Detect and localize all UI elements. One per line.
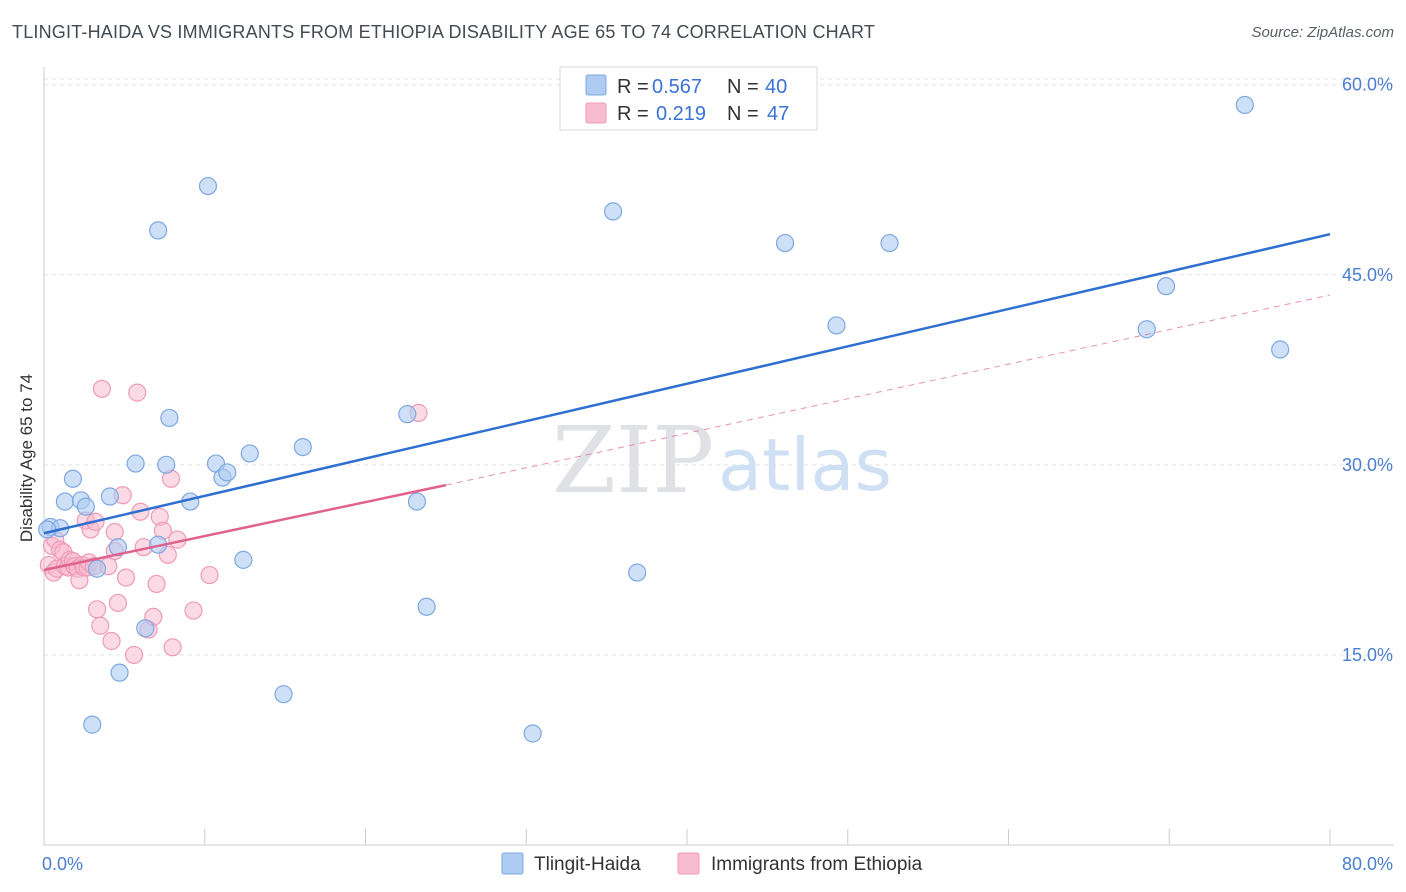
data-point-tlingit-haida (149, 221, 168, 240)
y-tick-label: 30.0% (1342, 455, 1393, 475)
chart-title: TLINGIT-HAIDA VS IMMIGRANTS FROM ETHIOPI… (12, 22, 876, 42)
data-point-immigrants-from-ethiopia (87, 600, 107, 619)
data-point-immigrants-from-ethiopia (116, 568, 136, 587)
series-legend-swatch-immigrants-from-ethiopia[interactable] (677, 852, 700, 875)
y-tick-label: 15.0% (1342, 645, 1393, 665)
y-tick-label: 45.0% (1342, 265, 1393, 285)
data-point-tlingit-haida (110, 663, 129, 682)
legend-r-label: R = (617, 76, 649, 98)
data-point-immigrants-from-ethiopia (102, 631, 121, 651)
data-point-tlingit-haida (628, 563, 647, 582)
data-point-tlingit-haida (398, 405, 417, 424)
data-point-immigrants-from-ethiopia (200, 565, 219, 585)
source-credit: Source: ZipAtlas.com (1251, 24, 1394, 41)
data-point-tlingit-haida (1137, 320, 1156, 339)
series-legend-label-immigrants-from-ethiopia[interactable]: Immigrants from Ethiopia (711, 854, 923, 875)
x-axis-ticks (43, 829, 1331, 845)
series-tlingit-haida (38, 95, 1290, 743)
data-point-immigrants-from-ethiopia (128, 383, 147, 402)
data-point-tlingit-haida (108, 538, 128, 557)
legend-n-label: N = (727, 103, 759, 125)
data-point-tlingit-haida (523, 724, 542, 743)
data-point-tlingit-haida (274, 685, 293, 704)
data-point-tlingit-haida (880, 233, 899, 253)
data-point-tlingit-haida (417, 597, 436, 616)
watermark-atlas: atlas (718, 423, 892, 507)
data-point-tlingit-haida (76, 497, 95, 516)
data-point-tlingit-haida (240, 444, 259, 463)
data-point-tlingit-haida (1271, 340, 1290, 359)
data-point-tlingit-haida (87, 559, 107, 578)
series-legend-label-tlingit-haida[interactable]: Tlingit-Haida (534, 854, 641, 875)
legend-r-value: 0.567 (652, 76, 702, 98)
legend-swatch-tlingit-haida (585, 74, 607, 96)
data-point-immigrants-from-ethiopia (91, 616, 110, 635)
data-point-immigrants-from-ethiopia (105, 522, 124, 542)
trend-line-tlingit-haida (43, 232, 1331, 535)
data-point-tlingit-haida (1235, 95, 1254, 115)
data-point-immigrants-from-ethiopia (184, 601, 203, 620)
data-point-tlingit-haida (198, 176, 218, 196)
watermark-zip: ZIP (552, 407, 714, 514)
data-point-tlingit-haida (126, 454, 145, 473)
data-point-tlingit-haida (407, 492, 427, 511)
data-point-tlingit-haida (157, 455, 176, 474)
data-point-tlingit-haida (234, 550, 253, 569)
data-point-immigrants-from-ethiopia (108, 593, 128, 613)
correlation-legend: R = 0.567 N = 40 R = 0.219 N = 47 (559, 66, 818, 131)
gridlines (44, 78, 1394, 656)
data-point-tlingit-haida (603, 202, 623, 221)
data-point-tlingit-haida (827, 316, 846, 335)
trend-line-immigrants-from-ethiopia-extension (445, 294, 1331, 486)
x-tick-label: 80.0% (1342, 854, 1393, 874)
data-point-tlingit-haida (293, 437, 312, 457)
data-point-tlingit-haida (38, 520, 57, 539)
data-point-immigrants-from-ethiopia (163, 638, 182, 657)
y-tick-labels: 15.0% 30.0% 45.0% 60.0% (1342, 75, 1393, 665)
x-tick-label: 0.0% (42, 854, 83, 874)
data-point-tlingit-haida (136, 619, 155, 638)
legend-n-value: 47 (767, 103, 789, 125)
y-tick-label: 60.0% (1342, 75, 1393, 95)
y-axis-title: Disability Age 65 to 74 (17, 374, 36, 542)
legend-r-value: 0.219 (656, 103, 706, 125)
x-tick-labels: 0.0% 80.0% (42, 854, 1393, 874)
trend-line-immigrants-from-ethiopia (43, 483, 447, 572)
legend-swatch-immigrants-from-ethiopia (585, 102, 607, 124)
data-point-tlingit-haida (1156, 277, 1176, 296)
data-point-tlingit-haida (63, 469, 83, 488)
data-point-immigrants-from-ethiopia (92, 379, 111, 398)
data-point-tlingit-haida (160, 408, 179, 428)
data-point-tlingit-haida (83, 715, 102, 734)
legend-r-label: R = (617, 103, 649, 125)
trend-lines (43, 232, 1331, 572)
data-point-tlingit-haida (218, 463, 237, 482)
legend-n-value: 40 (765, 76, 787, 98)
data-point-tlingit-haida (775, 233, 795, 253)
series-legend: Tlingit-Haida Immigrants from Ethiopia (501, 852, 923, 875)
data-point-immigrants-from-ethiopia (147, 574, 166, 594)
watermark: ZIP atlas (552, 407, 892, 514)
series-legend-swatch-tlingit-haida[interactable] (501, 852, 524, 875)
data-point-immigrants-from-ethiopia (124, 645, 144, 665)
legend-n-label: N = (727, 76, 759, 98)
data-point-tlingit-haida (100, 487, 120, 506)
data-point-tlingit-haida (55, 492, 74, 511)
